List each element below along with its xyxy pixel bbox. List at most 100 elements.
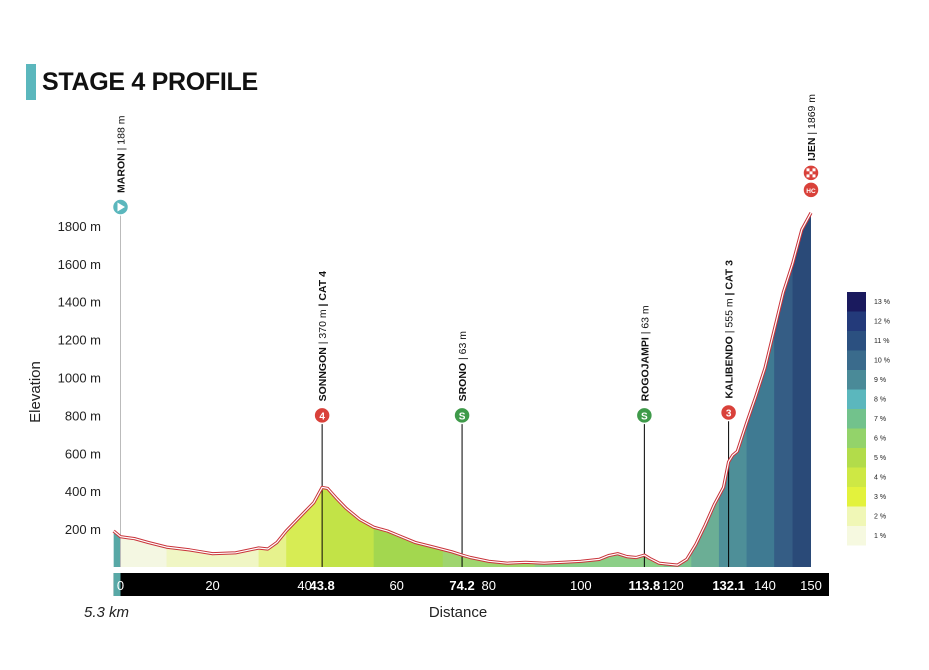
gradient-legend: 13 % 12 % 11 % 10 % 9 % 8 % 7 % 6 % 5 % 4 % 3 % 2 %… bbox=[847, 292, 890, 546]
point-label: SONNGON | 370 m | CAT 4 bbox=[317, 271, 329, 402]
y-tick-label: 1600 m bbox=[58, 257, 101, 272]
marker-circle bbox=[802, 181, 820, 199]
legend-label: 5 % bbox=[874, 455, 886, 462]
x-tick-label: 140 bbox=[754, 578, 776, 593]
page-title: STAGE 4 PROFILE bbox=[42, 68, 258, 96]
flag-square bbox=[806, 168, 810, 172]
legend-swatch bbox=[847, 506, 866, 526]
neutral-zone-bar bbox=[113, 573, 121, 596]
y-tick-label: 1000 m bbox=[58, 371, 101, 386]
play-glyph bbox=[117, 202, 125, 212]
flag-square bbox=[809, 168, 813, 172]
legend-label: 7 % bbox=[874, 416, 886, 423]
x-tick-label: 80 bbox=[482, 578, 496, 593]
point-elevation: | 1869 m bbox=[806, 94, 818, 138]
y-axis-label: Elevation bbox=[27, 361, 44, 423]
x-tick-label: 40 bbox=[297, 578, 311, 593]
y-tick-label: 800 m bbox=[65, 408, 101, 423]
legend-label: 8 % bbox=[874, 397, 886, 404]
point-name: MARON bbox=[116, 153, 128, 193]
marker-circle bbox=[453, 406, 471, 425]
point-elevation: | 63 m bbox=[639, 305, 651, 337]
legend-label: 13 % bbox=[874, 299, 890, 306]
marker-circle bbox=[635, 406, 654, 425]
marker-circle bbox=[313, 406, 331, 425]
x-tick-label: 0 bbox=[117, 578, 124, 593]
legend-label: 2 % bbox=[874, 514, 886, 521]
point-elevation: | 63 m bbox=[457, 331, 469, 363]
legend-swatch bbox=[847, 428, 866, 448]
x-tick-label: 20 bbox=[205, 578, 219, 593]
legend-swatch bbox=[847, 448, 866, 468]
flag-square bbox=[809, 174, 813, 178]
gradient-segment bbox=[792, 212, 812, 567]
point-label: ROGOJAMPI | 63 m bbox=[639, 305, 651, 401]
x-axis-bar bbox=[113, 573, 830, 596]
point-elevation: | 188 m bbox=[116, 115, 128, 153]
marker-circle bbox=[719, 403, 738, 422]
legend-swatch bbox=[847, 409, 866, 429]
gradient-segment bbox=[774, 212, 794, 567]
y-tick-label: 1200 m bbox=[58, 333, 101, 348]
flag-square bbox=[812, 174, 816, 178]
start-icon bbox=[111, 198, 130, 216]
legend-swatch bbox=[847, 487, 866, 507]
x-tick-label: 60 bbox=[389, 578, 403, 593]
gradient-segment bbox=[323, 212, 375, 567]
point-label: IJEN | 1869 m bbox=[806, 94, 818, 161]
legend-swatch bbox=[847, 292, 866, 312]
profile-outline bbox=[112, 212, 813, 567]
legend-label: 9 % bbox=[874, 377, 886, 384]
point-name: SONNGON bbox=[317, 347, 329, 401]
legend-swatch bbox=[847, 311, 866, 331]
point-label: KALIBENDO | 555 m | CAT 3 bbox=[724, 260, 736, 399]
x-tick-label: 120 bbox=[662, 578, 684, 593]
marker-symbol: 3 bbox=[726, 409, 732, 420]
y-tick-label: 200 m bbox=[65, 522, 101, 537]
point-category: | CAT 4 bbox=[317, 271, 329, 309]
title-accent-bar bbox=[26, 64, 36, 100]
x-tick-label: 100 bbox=[570, 578, 592, 593]
x-tick-label: 74.2 bbox=[449, 578, 474, 593]
point-name: KALIBENDO bbox=[724, 336, 736, 398]
point-elevation: | 555 m bbox=[724, 298, 736, 336]
sprint-icon: S bbox=[635, 406, 654, 425]
legend-swatch bbox=[847, 389, 866, 409]
finish-icon: HC bbox=[802, 181, 820, 199]
y-axis: 200 m 400 m 600 m 800 m 1000 m 1200 m 1400 m 16… bbox=[27, 219, 101, 537]
point-label: MARON | 188 m bbox=[116, 115, 128, 193]
x-axis-label: Distance bbox=[429, 604, 487, 621]
point-name: SRONO bbox=[457, 363, 469, 402]
point-marker-lines bbox=[120, 214, 730, 567]
flag-square bbox=[812, 171, 816, 175]
gradient-segment bbox=[746, 212, 775, 567]
sprint-icon: S bbox=[453, 406, 471, 425]
x-tick-label: 43.8 bbox=[309, 578, 334, 593]
gradient-segment bbox=[120, 212, 168, 567]
checkered-flag-icon bbox=[802, 164, 820, 182]
legend-swatch bbox=[847, 370, 866, 390]
legend-label: 1 % bbox=[874, 533, 886, 540]
legend-label: 3 % bbox=[874, 494, 886, 501]
point-name: IJEN bbox=[806, 138, 818, 161]
legend-label: 12 % bbox=[874, 319, 890, 326]
marker-symbol: S bbox=[459, 411, 466, 422]
legend-label: 4 % bbox=[874, 475, 886, 482]
y-tick-label: 600 m bbox=[65, 446, 101, 461]
legend-swatch bbox=[847, 350, 866, 370]
legend-label: 6 % bbox=[874, 436, 886, 443]
gradient-segment bbox=[166, 212, 260, 567]
legend-swatch bbox=[847, 467, 866, 487]
marker-symbol: 4 bbox=[319, 411, 325, 422]
flag-square bbox=[806, 171, 810, 175]
gradient-segment bbox=[258, 212, 287, 567]
point-elevation: | 370 m bbox=[317, 309, 329, 347]
marker-symbol: S bbox=[641, 411, 648, 422]
legend-label: 11 % bbox=[874, 338, 889, 345]
gradient-segment bbox=[663, 212, 692, 567]
neutral-distance-label: 5.3 km bbox=[84, 604, 129, 621]
x-tick-label: 150 bbox=[800, 578, 822, 593]
